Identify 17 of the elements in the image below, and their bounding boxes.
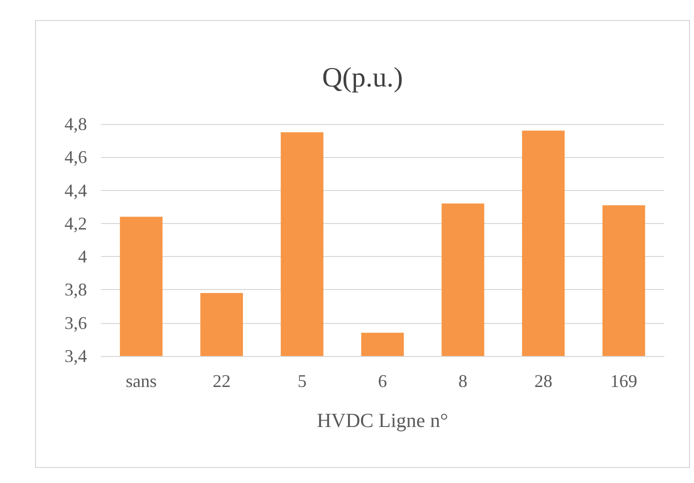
- y-tick-label: 4,8: [64, 114, 87, 134]
- y-tick-label: 4,4: [64, 180, 87, 200]
- x-tick-label: 8: [458, 371, 468, 391]
- y-tick-label: 4,2: [64, 213, 87, 234]
- x-tick-label: sans: [126, 371, 157, 391]
- x-tick-label: 6: [378, 371, 387, 391]
- x-tick-label: 28: [534, 371, 552, 391]
- y-tick-label: 4,6: [64, 147, 87, 168]
- chart-title: Q(p.u.): [322, 62, 403, 94]
- y-tick-label: 4: [78, 246, 87, 267]
- y-tick-label: 3,6: [64, 312, 87, 333]
- x-tick-label: 22: [212, 371, 231, 391]
- y-tick-label: 3,8: [64, 280, 87, 300]
- x-tick-label: 169: [610, 371, 638, 391]
- x-axis-title: HVDC Ligne n°: [316, 410, 448, 432]
- y-tick-label: 3,4: [64, 346, 87, 366]
- x-tick-label: 5: [298, 371, 307, 391]
